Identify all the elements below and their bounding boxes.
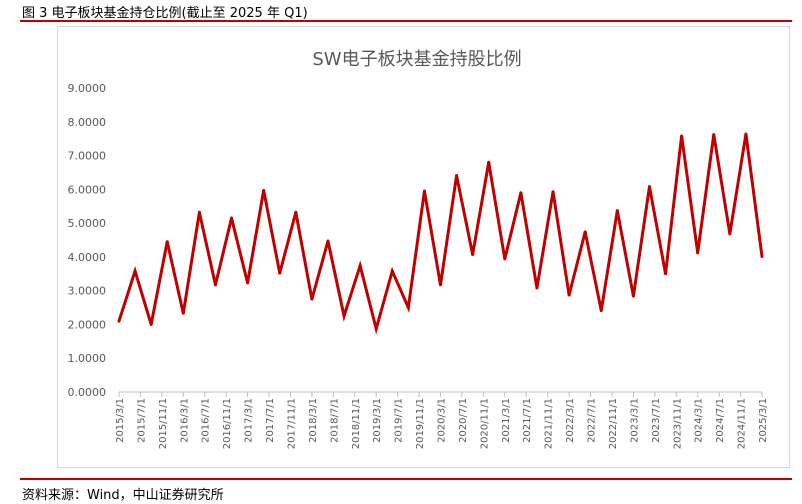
data-point [519, 191, 523, 195]
data-point [760, 255, 764, 259]
x-tick-label: 2015/7/1 [136, 398, 147, 443]
data-point [374, 327, 378, 331]
x-tick-label: 2015/11/1 [158, 398, 169, 449]
data-point [503, 257, 507, 261]
x-tick-label: 2019/3/1 [372, 398, 383, 443]
x-tick-label: 2020/3/1 [437, 398, 448, 443]
data-point [712, 133, 716, 137]
x-tick-label: 2018/7/1 [329, 398, 340, 443]
x-tick-label: 2024/11/1 [737, 398, 748, 449]
data-point [471, 253, 475, 257]
x-tick-label: 2022/7/1 [587, 398, 598, 443]
series-line [117, 133, 764, 335]
y-tick-label: 5.0000 [68, 217, 107, 230]
data-point [246, 281, 250, 285]
x-tick-label: 2021/3/1 [501, 398, 512, 443]
data-point [744, 132, 748, 136]
x-tick-label: 2022/3/1 [565, 398, 576, 443]
data-point [567, 293, 571, 297]
data-point [664, 272, 668, 276]
data-point [262, 188, 266, 192]
data-point [535, 286, 539, 290]
data-point [181, 311, 185, 315]
data-point [342, 314, 346, 318]
data-point [728, 232, 732, 236]
x-tick-label: 2018/11/1 [351, 398, 362, 449]
data-point [294, 210, 298, 214]
data-point [696, 251, 700, 255]
y-tick-label: 4.0000 [68, 251, 107, 264]
data-point [213, 283, 217, 287]
data-point [230, 216, 234, 220]
data-point [551, 190, 555, 194]
y-tick-label: 0.0000 [68, 386, 107, 399]
x-tick-label: 2017/7/1 [265, 398, 276, 443]
data-point [406, 306, 410, 310]
data-point [310, 297, 314, 301]
x-tick-label: 2017/3/1 [244, 398, 255, 443]
x-tick-label: 2024/3/1 [694, 398, 705, 443]
y-tick-label: 1.0000 [68, 352, 107, 365]
data-point [165, 240, 169, 244]
data-point [439, 283, 442, 287]
x-tick-label: 2016/11/1 [222, 398, 233, 449]
x-tick-label: 2020/11/1 [479, 398, 490, 449]
y-tick-label: 6.0000 [68, 183, 107, 196]
data-point [326, 239, 330, 243]
y-tick-label: 7.0000 [68, 150, 107, 163]
x-tick-label: 2017/11/1 [286, 398, 297, 449]
data-point [487, 160, 491, 164]
x-tick-label: 2022/11/1 [608, 398, 619, 449]
data-point [390, 269, 394, 273]
x-tick-label: 2023/3/1 [629, 398, 640, 443]
data-point [149, 322, 153, 326]
x-tick-label: 2021/11/1 [544, 398, 555, 449]
data-point [455, 173, 459, 177]
x-tick-label: 2016/3/1 [179, 398, 190, 443]
data-point [117, 319, 121, 323]
data-point [422, 189, 426, 193]
data-point [615, 209, 619, 213]
y-tick-label: 3.0000 [68, 285, 107, 298]
series-layer [117, 132, 764, 335]
data-point [647, 185, 651, 189]
data-point [133, 269, 137, 273]
top-rule [20, 20, 792, 22]
data-point [583, 230, 587, 234]
x-tick-label: 2023/7/1 [651, 398, 662, 443]
data-point [358, 264, 362, 268]
chart-frame: SW电子板块基金持股比例 0.0000 1.0000 2.0000 3.0000 4.0… [57, 26, 790, 468]
line-chart: SW电子板块基金持股比例 0.0000 1.0000 2.0000 3.0000 4.0… [68, 49, 770, 449]
x-axis: 2015/3/1 2015/7/1 2015/11/1 2016/3/1 2016/7/… [115, 391, 769, 449]
x-tick-label: 2021/7/1 [522, 398, 533, 443]
source-note: 资料来源：Wind，中山证券研究所 [22, 488, 224, 503]
data-point [631, 294, 635, 298]
data-point [278, 271, 282, 275]
figure-title: 图 3 电子板块基金持仓比例(截止至 2025 年 Q1) [22, 6, 308, 21]
data-point [197, 210, 201, 214]
y-tick-label: 8.0000 [68, 116, 107, 129]
data-point [680, 134, 684, 138]
x-tick-label: 2015/3/1 [115, 398, 126, 443]
data-point [599, 309, 603, 313]
x-tick-label: 2023/11/1 [672, 398, 683, 449]
x-tick-label: 2019/11/1 [415, 398, 426, 449]
x-tick-label: 2020/7/1 [458, 398, 469, 443]
y-axis: 0.0000 1.0000 2.0000 3.0000 4.0000 5.0000 6.00… [68, 82, 107, 399]
x-tick-label: 2016/7/1 [201, 398, 212, 443]
x-tick-label: 2018/3/1 [308, 398, 319, 443]
x-tick-label: 2025/3/1 [758, 398, 769, 443]
x-tick-label: 2019/7/1 [394, 398, 405, 443]
y-tick-label: 9.0000 [68, 82, 107, 95]
chart-title: SW电子板块基金持股比例 [312, 49, 521, 70]
bottom-rule [20, 478, 792, 480]
x-tick-label: 2024/7/1 [715, 398, 726, 443]
y-tick-label: 2.0000 [68, 318, 107, 331]
